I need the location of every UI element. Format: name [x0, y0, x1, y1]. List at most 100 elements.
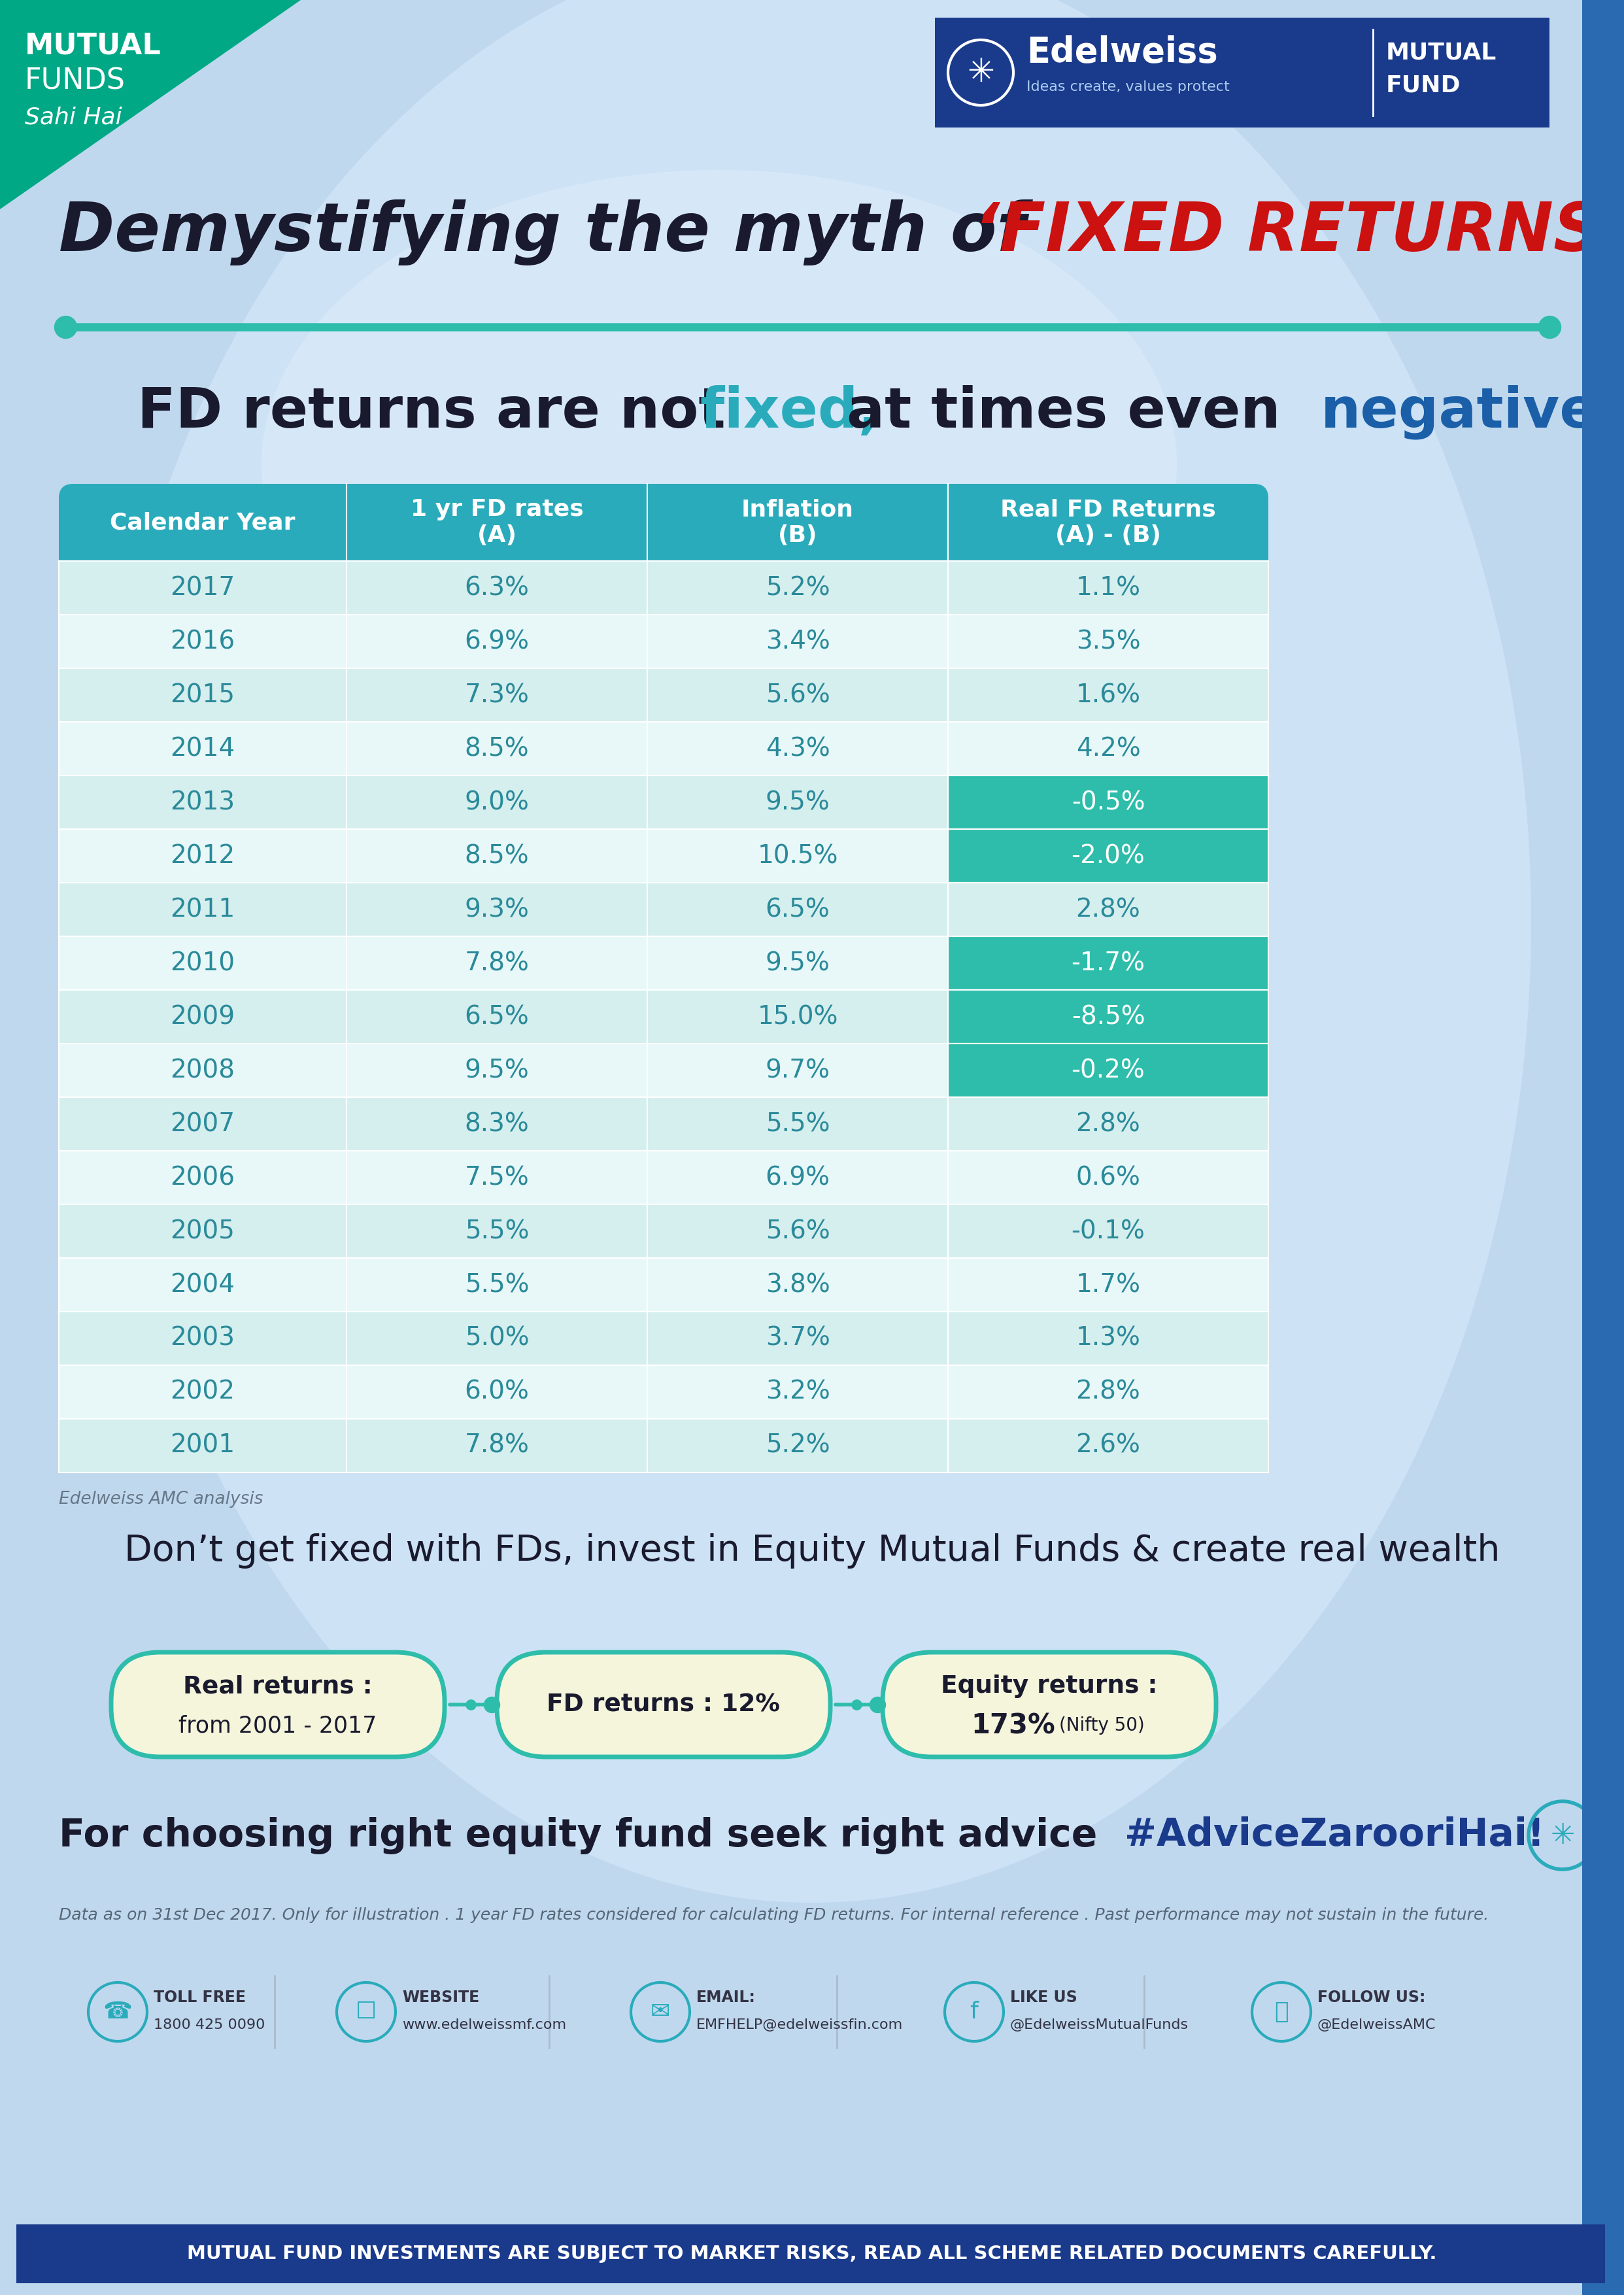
Text: ‘FIXED RETURNS’: ‘FIXED RETURNS’: [974, 200, 1624, 266]
Text: from 2001 - 2017: from 2001 - 2017: [179, 1714, 377, 1737]
Text: 6.5%: 6.5%: [464, 1005, 529, 1028]
Text: 9.3%: 9.3%: [464, 897, 529, 923]
FancyBboxPatch shape: [58, 1044, 948, 1097]
Text: 4.2%: 4.2%: [1075, 737, 1140, 762]
Ellipse shape: [93, 0, 1531, 1903]
Text: @EdelweissAMC: @EdelweissAMC: [1317, 2017, 1436, 2031]
Text: EMFHELP@edelweissfin.com: EMFHELP@edelweissfin.com: [697, 2017, 903, 2031]
Text: Sahi Hai: Sahi Hai: [24, 106, 122, 129]
FancyBboxPatch shape: [948, 1205, 1268, 1258]
FancyBboxPatch shape: [58, 523, 1268, 560]
FancyBboxPatch shape: [935, 18, 1549, 129]
Text: 0.6%: 0.6%: [1075, 1166, 1140, 1191]
FancyBboxPatch shape: [497, 1652, 830, 1758]
FancyBboxPatch shape: [58, 828, 948, 884]
Text: TOLL FREE: TOLL FREE: [154, 1990, 245, 2006]
Text: 1.7%: 1.7%: [1075, 1271, 1140, 1297]
Text: For choosing right equity fund seek right advice: For choosing right equity fund seek righ…: [58, 1818, 1111, 1854]
Text: ☎: ☎: [102, 2001, 133, 2022]
Text: 2009: 2009: [171, 1005, 235, 1028]
FancyBboxPatch shape: [58, 1258, 948, 1313]
Text: fixed,: fixed,: [700, 386, 880, 438]
Text: 2008: 2008: [171, 1058, 235, 1083]
Text: 2.6%: 2.6%: [1075, 1434, 1140, 1457]
Point: [52, 308, 78, 344]
Text: Equity returns :: Equity returns :: [940, 1675, 1158, 1698]
FancyBboxPatch shape: [58, 884, 948, 936]
Text: 2001: 2001: [171, 1434, 235, 1457]
Text: (Nifty 50): (Nifty 50): [1059, 1717, 1145, 1735]
Point: [864, 1687, 890, 1724]
FancyBboxPatch shape: [110, 1652, 445, 1758]
Text: ☐: ☐: [356, 2001, 377, 2022]
Text: 2003: 2003: [171, 1327, 235, 1352]
Text: 5.2%: 5.2%: [765, 576, 830, 601]
FancyBboxPatch shape: [16, 2224, 1605, 2284]
FancyBboxPatch shape: [58, 936, 948, 989]
FancyBboxPatch shape: [58, 1366, 948, 1418]
Text: -8.5%: -8.5%: [1072, 1005, 1145, 1028]
Text: 5.2%: 5.2%: [765, 1434, 830, 1457]
FancyBboxPatch shape: [948, 615, 1268, 668]
Text: 6.0%: 6.0%: [464, 1379, 529, 1405]
FancyBboxPatch shape: [948, 560, 1268, 615]
Text: 3.8%: 3.8%: [765, 1271, 830, 1297]
Text: ✳: ✳: [1551, 1822, 1575, 1850]
Point: [479, 1687, 505, 1724]
Text: Ideas create, values protect: Ideas create, values protect: [1026, 80, 1229, 94]
Text: 6.9%: 6.9%: [765, 1166, 830, 1191]
FancyBboxPatch shape: [948, 1044, 1268, 1097]
FancyBboxPatch shape: [948, 723, 1268, 776]
Text: 15.0%: 15.0%: [757, 1005, 838, 1028]
Text: FUNDS: FUNDS: [24, 67, 125, 94]
FancyBboxPatch shape: [58, 1205, 948, 1258]
Text: 2.8%: 2.8%: [1075, 1111, 1140, 1136]
Text: 5.0%: 5.0%: [464, 1327, 529, 1352]
Text: 5.5%: 5.5%: [464, 1271, 529, 1297]
Text: 1 yr FD rates
(A): 1 yr FD rates (A): [411, 498, 583, 546]
FancyBboxPatch shape: [948, 1097, 1268, 1150]
Text: -2.0%: -2.0%: [1072, 845, 1145, 868]
Text: @EdelweissMutualFunds: @EdelweissMutualFunds: [1010, 2017, 1189, 2031]
Text: 5.5%: 5.5%: [765, 1111, 830, 1136]
Text: 8.5%: 8.5%: [464, 845, 529, 868]
FancyBboxPatch shape: [948, 1418, 1268, 1473]
Text: 2017: 2017: [171, 576, 235, 601]
Text: FD returns are not: FD returns are not: [138, 386, 745, 438]
Text: ✳: ✳: [966, 57, 994, 87]
Text: 9.7%: 9.7%: [765, 1058, 830, 1083]
Text: 173%: 173%: [971, 1712, 1056, 1740]
Text: Inflation
(B): Inflation (B): [742, 498, 854, 546]
FancyBboxPatch shape: [948, 1313, 1268, 1366]
Text: 2007: 2007: [171, 1111, 235, 1136]
Text: #AdviceZarooriHai!: #AdviceZarooriHai!: [1124, 1818, 1544, 1854]
Text: -0.2%: -0.2%: [1072, 1058, 1145, 1083]
FancyBboxPatch shape: [948, 1150, 1268, 1205]
Text: FD returns : 12%: FD returns : 12%: [547, 1694, 780, 1717]
Text: 2012: 2012: [171, 845, 235, 868]
Text: 5.6%: 5.6%: [765, 682, 830, 707]
Text: -1.7%: -1.7%: [1072, 950, 1145, 975]
Text: 5.5%: 5.5%: [464, 1219, 529, 1244]
Text: 2004: 2004: [171, 1271, 235, 1297]
Text: 1.1%: 1.1%: [1075, 576, 1140, 601]
FancyBboxPatch shape: [948, 828, 1268, 884]
FancyBboxPatch shape: [58, 776, 948, 828]
Text: 3.7%: 3.7%: [765, 1327, 830, 1352]
FancyBboxPatch shape: [58, 615, 948, 668]
Point: [843, 1687, 869, 1724]
Text: 7.3%: 7.3%: [464, 682, 529, 707]
Text: 2005: 2005: [171, 1219, 235, 1244]
FancyBboxPatch shape: [948, 1258, 1268, 1313]
Text: ✉: ✉: [651, 2001, 671, 2022]
Text: f: f: [970, 2001, 978, 2022]
Text: -0.5%: -0.5%: [1072, 789, 1145, 815]
Text: 7.8%: 7.8%: [464, 950, 529, 975]
Text: 3.5%: 3.5%: [1077, 629, 1140, 654]
FancyBboxPatch shape: [58, 1097, 948, 1150]
Text: 10.5%: 10.5%: [757, 845, 838, 868]
Text: 9.5%: 9.5%: [765, 950, 830, 975]
FancyBboxPatch shape: [58, 1418, 948, 1473]
Text: 9.5%: 9.5%: [464, 1058, 529, 1083]
Text: 7.8%: 7.8%: [464, 1434, 529, 1457]
